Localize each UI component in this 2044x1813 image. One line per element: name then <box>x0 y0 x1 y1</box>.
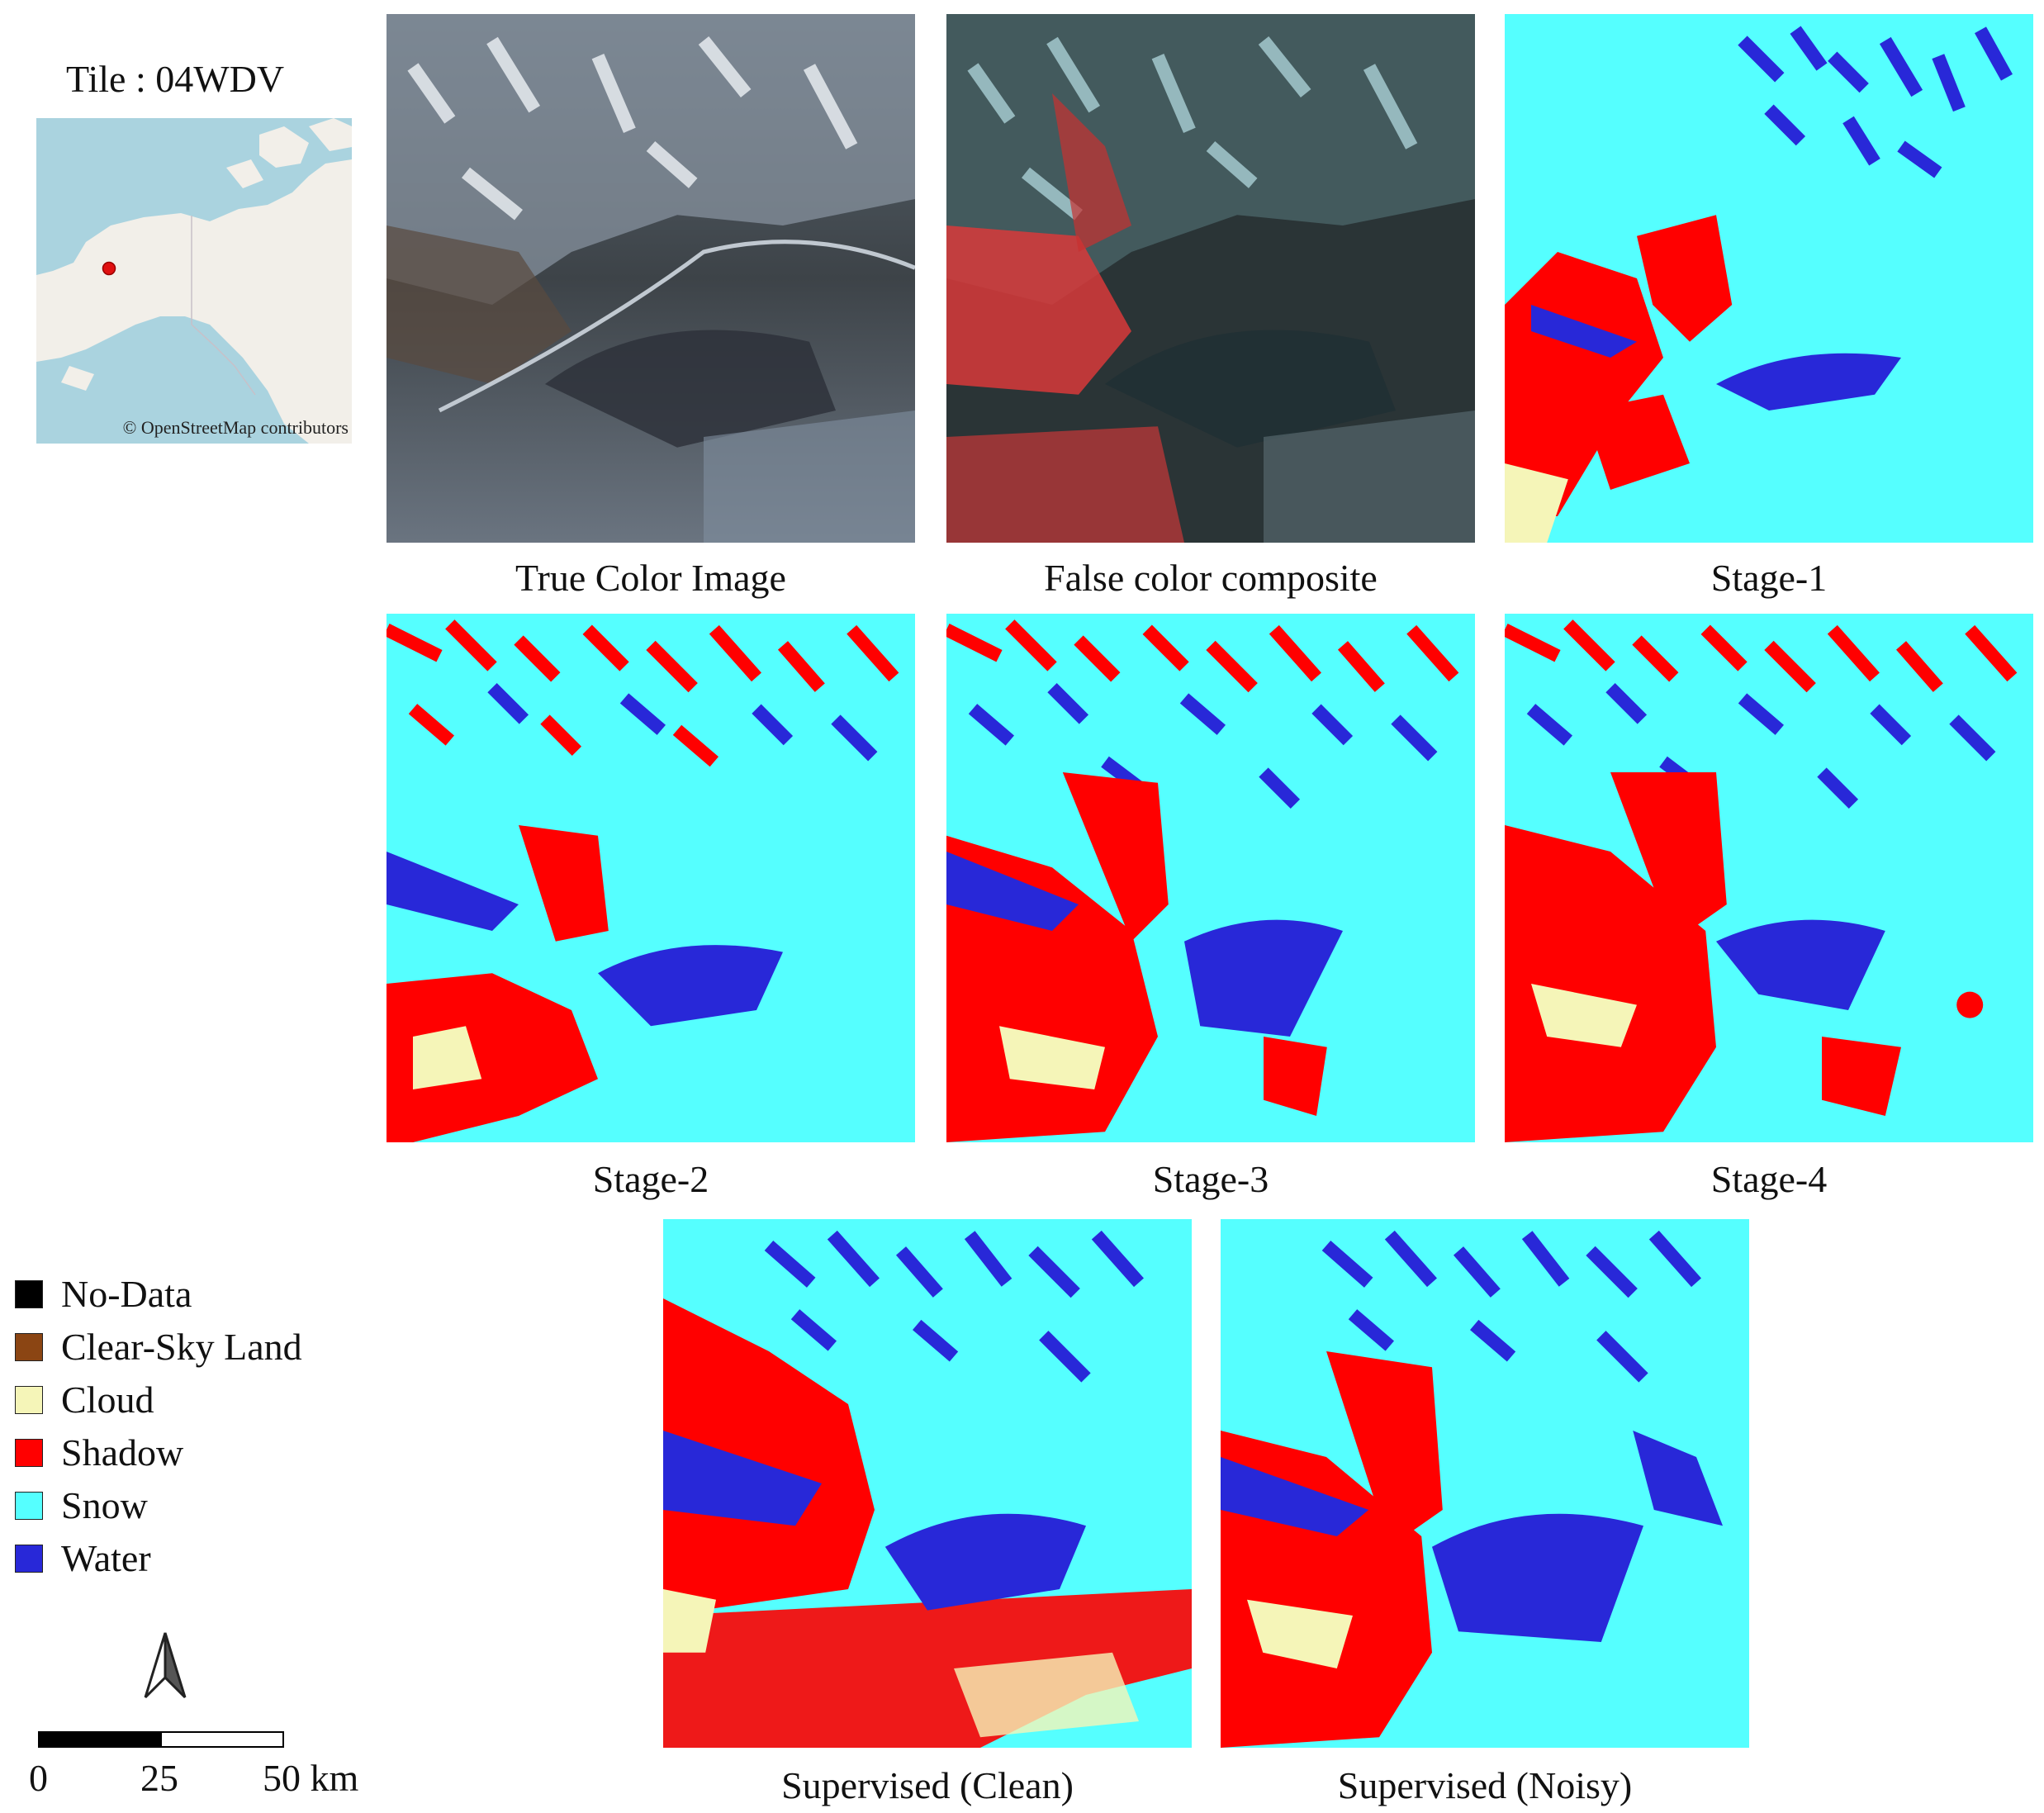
legend-item-clear-sky-land: Clear-Sky Land <box>15 1327 302 1368</box>
panel-false-color <box>946 14 1475 543</box>
legend-swatch-snow <box>15 1492 43 1520</box>
legend-label: Snow <box>61 1484 148 1526</box>
caption-supervised-clean: Supervised (Clean) <box>781 1764 1074 1806</box>
caption-stage-3: Stage-3 <box>1152 1158 1269 1200</box>
panel-stage-3 <box>946 614 1475 1142</box>
locator-map-graphic <box>36 118 352 444</box>
legend-label: Water <box>61 1537 151 1579</box>
legend-swatch-cloud <box>15 1386 43 1414</box>
tile-marker-icon <box>102 261 116 276</box>
caption-supervised-noisy: Supervised (Noisy) <box>1337 1764 1633 1806</box>
scale-bar-black-segment <box>40 1733 162 1746</box>
scale-tick-0: 0 <box>29 1757 48 1799</box>
panel-supervised-clean <box>663 1219 1192 1748</box>
panel-stage-1 <box>1505 14 2033 543</box>
panel-stage-2 <box>387 614 915 1142</box>
legend-label: No-Data <box>61 1273 192 1315</box>
legend-label: Cloud <box>61 1379 154 1421</box>
panel-stage-4 <box>1505 614 2033 1142</box>
caption-stage-1: Stage-1 <box>1710 557 1828 599</box>
caption-stage-2: Stage-2 <box>592 1158 709 1200</box>
panel-true-color <box>387 14 915 543</box>
legend-label: Shadow <box>61 1431 184 1474</box>
legend-swatch-clear-sky-land <box>15 1333 43 1361</box>
legend-swatch-no-data <box>15 1280 43 1308</box>
map-attribution: © OpenStreetMap contributors <box>122 417 349 438</box>
legend-item-no-data: No-Data <box>15 1274 192 1315</box>
legend-swatch-shadow <box>15 1439 43 1467</box>
caption-stage-4: Stage-4 <box>1710 1158 1828 1200</box>
caption-true-color: True Color Image <box>515 557 786 599</box>
scale-tick-25: 25 <box>140 1757 178 1799</box>
north-arrow-icon <box>142 1631 188 1699</box>
legend-item-cloud: Cloud <box>15 1379 154 1421</box>
locator-map: © OpenStreetMap contributors <box>36 118 352 444</box>
legend-item-snow: Snow <box>15 1485 148 1526</box>
panel-supervised-noisy <box>1221 1219 1749 1748</box>
legend-item-shadow: Shadow <box>15 1432 183 1474</box>
legend-swatch-water <box>15 1545 43 1573</box>
locator-title: Tile : 04WDV <box>66 58 285 100</box>
scale-tick-50: 50 km <box>263 1757 359 1799</box>
legend-item-water: Water <box>15 1538 151 1579</box>
legend-label: Clear-Sky Land <box>61 1326 302 1368</box>
scale-bar <box>38 1731 284 1748</box>
caption-false-color: False color composite <box>1044 557 1378 599</box>
